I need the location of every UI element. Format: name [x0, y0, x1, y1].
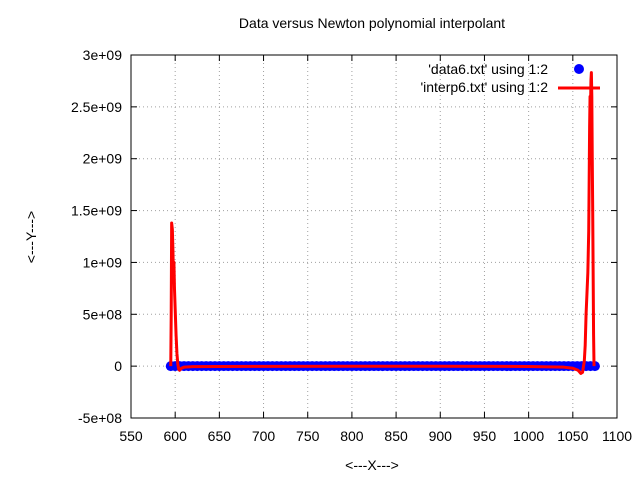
y-tick-label: 3e+09 — [83, 47, 123, 63]
x-axis-label: <---X---> — [345, 457, 399, 473]
x-tick-label: 750 — [296, 428, 320, 444]
y-tick-label: 1.5e+09 — [71, 203, 122, 219]
x-tick-label: 1100 — [602, 428, 632, 444]
x-tick-label: 900 — [429, 428, 453, 444]
data-point — [589, 361, 600, 372]
legend-marker-data — [574, 64, 584, 74]
axis-ticks: 550 600 650 700 750 800 850 900 950 1000 1050 1100 -… — [71, 47, 632, 444]
y-tick-label: 2e+09 — [83, 151, 123, 167]
y-tick-label: 5e+08 — [83, 306, 123, 322]
y-tick-label: -5e+08 — [78, 410, 122, 426]
x-tick-label: 1000 — [513, 428, 544, 444]
y-tick-label: 1e+09 — [83, 254, 123, 270]
x-tick-label: 550 — [119, 428, 143, 444]
y-axis-label: <---Y---> — [23, 211, 39, 263]
legend-label-data: 'data6.txt' using 1:2 — [428, 61, 548, 77]
grid-lines — [131, 55, 617, 418]
plot-frame — [130, 54, 618, 419]
x-tick-label: 850 — [384, 428, 408, 444]
x-tick-label: 650 — [208, 428, 232, 444]
interpolant-line — [169, 71, 596, 375]
y-tick-label: 0 — [114, 358, 122, 374]
x-tick-label: 950 — [473, 428, 497, 444]
legend: 'data6.txt' using 1:2 'interp6.txt' usin… — [420, 61, 600, 95]
x-tick-label: 700 — [252, 428, 276, 444]
legend-label-interp: 'interp6.txt' using 1:2 — [420, 79, 548, 95]
chart-title: Data versus Newton polynomial interpolan… — [239, 15, 505, 31]
y-tick-label: 2.5e+09 — [71, 99, 122, 115]
x-tick-label: 600 — [164, 428, 188, 444]
x-tick-label: 800 — [340, 428, 364, 444]
x-tick-label: 1050 — [557, 428, 588, 444]
plot-area — [165, 71, 600, 375]
